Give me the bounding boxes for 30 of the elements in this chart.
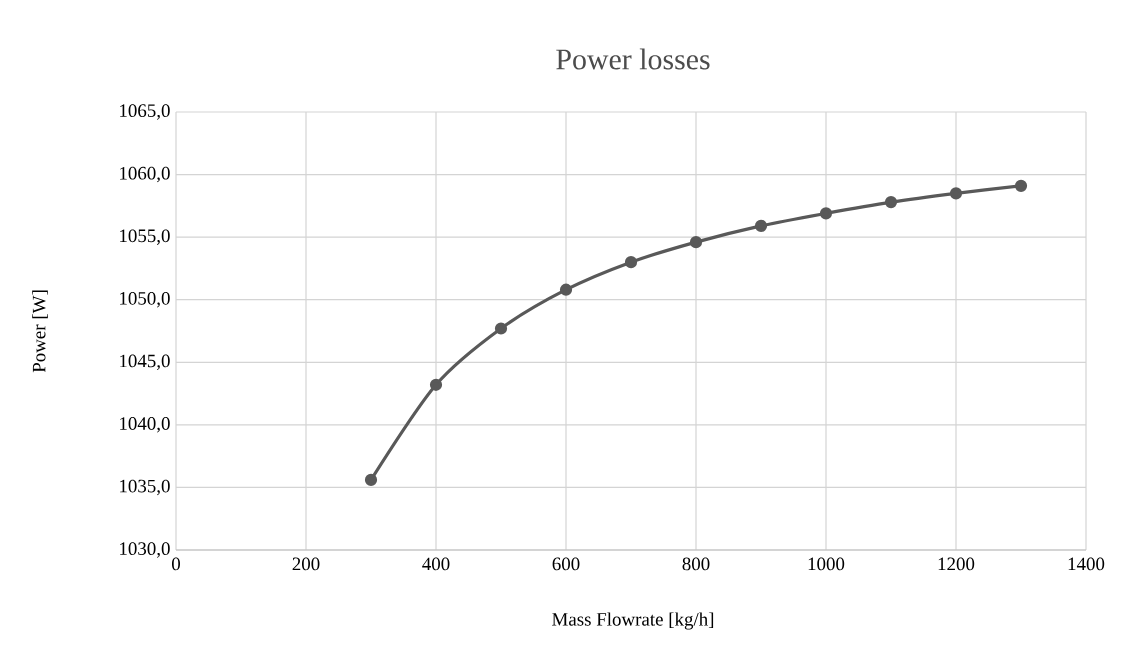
point: [559, 283, 573, 296]
y-axis-title: Power [W]: [32, 290, 48, 373]
y-tick-label: 1060,0: [120, 166, 170, 183]
x-axis-title: Mass Flowrate [kg/h]: [552, 612, 714, 630]
chart-title: Power losses: [556, 48, 710, 70]
point: [429, 378, 443, 391]
point: [819, 207, 833, 220]
y-tick-label: 1065,0: [120, 104, 170, 120]
y-tick-label: 1055,0: [120, 229, 170, 245]
x-tick-label: 1000: [808, 557, 845, 571]
y-tick-label: 1030,0: [120, 542, 170, 558]
y-tick-label: 1045,0: [120, 354, 170, 371]
y-tick-label: 1040,0: [120, 417, 170, 433]
point: [1014, 179, 1028, 192]
point: [364, 473, 378, 487]
x-tick-label: 800: [682, 557, 710, 571]
point: [754, 219, 768, 232]
x-tick-label: 1200: [938, 557, 975, 571]
x-tick-label: 1400: [1068, 557, 1105, 571]
point: [689, 236, 703, 249]
point: [624, 256, 638, 269]
x-tick-label: 200: [292, 557, 320, 571]
x-tick-label: 400: [422, 557, 450, 571]
point: [494, 322, 508, 335]
x-tick-label: 0: [171, 557, 180, 571]
point: [949, 187, 963, 200]
x-tick-label: 600: [552, 557, 580, 571]
y-tick-label: 1035,0: [120, 479, 170, 496]
y-tick-label: 1050,0: [120, 291, 170, 308]
point: [884, 196, 898, 209]
